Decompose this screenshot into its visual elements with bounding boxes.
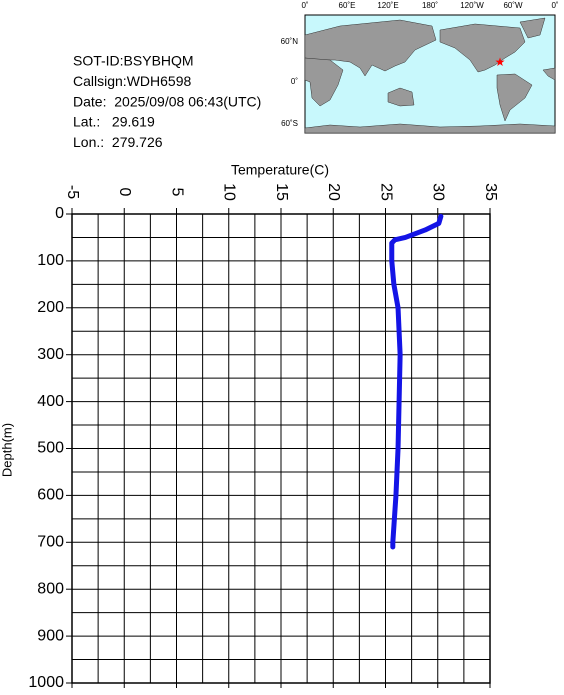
map-lon-label: 0˚ xyxy=(551,1,558,10)
info-block: SOT-ID:BSYBHQM Callsign:WDH6598 Date: 2025… xyxy=(73,53,261,150)
y-tick-label: 1000 xyxy=(28,674,64,690)
y-tick-label: 900 xyxy=(37,627,64,644)
info-line: Lat.: 29.619 xyxy=(73,114,155,130)
y-tick-label: 500 xyxy=(37,440,64,457)
map-land xyxy=(304,17,556,134)
x-tick-label: 20 xyxy=(325,183,342,201)
map-lon-label: 0˚ xyxy=(301,1,308,10)
map: ★ xyxy=(304,14,556,134)
info-line: SOT-ID:BSYBHQM xyxy=(73,53,194,69)
info-line: Date: 2025/09/08 06:43(UTC) xyxy=(73,93,261,109)
map-lat-label: 60˚S xyxy=(281,119,298,128)
info-line: Callsign:WDH6598 xyxy=(73,73,191,89)
map-lon-label: 60˚E xyxy=(339,1,356,10)
map-lon-label: 120˚W xyxy=(460,1,484,10)
info-line: Lon.: 279.726 xyxy=(73,134,163,150)
x-tick-label: 25 xyxy=(377,183,394,201)
y-tick-label: 600 xyxy=(37,487,64,504)
map-lon-label: 180˚ xyxy=(422,1,438,10)
x-tick-label: 15 xyxy=(273,183,290,201)
map-lat-label: 0˚ xyxy=(291,77,298,86)
x-tick-label: 5 xyxy=(168,188,185,197)
x-axis-label: Temperature(C) xyxy=(231,162,329,178)
x-tick-label: 30 xyxy=(430,183,447,201)
x-tick-label: 35 xyxy=(482,183,499,201)
y-tick-label: 800 xyxy=(37,580,64,597)
y-tick-label: 400 xyxy=(37,393,64,410)
x-tick-label: 10 xyxy=(221,183,238,201)
map-lon-label: 120˚E xyxy=(377,1,398,10)
y-tick-label: 700 xyxy=(37,534,64,551)
x-tick-label: -5 xyxy=(64,185,81,199)
y-tick-label: 0 xyxy=(55,205,64,222)
location-marker: ★ xyxy=(495,55,506,69)
profile-line xyxy=(389,213,444,550)
y-tick-label: 100 xyxy=(37,252,64,269)
x-tick-label: 0 xyxy=(116,188,133,197)
map-lon-label: 60˚W xyxy=(503,1,523,10)
y-tick-label: 300 xyxy=(37,346,64,363)
y-tick-label: 200 xyxy=(37,299,64,316)
map-lat-label: 60˚N xyxy=(281,37,299,46)
y-axis-label: Depth(m) xyxy=(0,423,14,477)
